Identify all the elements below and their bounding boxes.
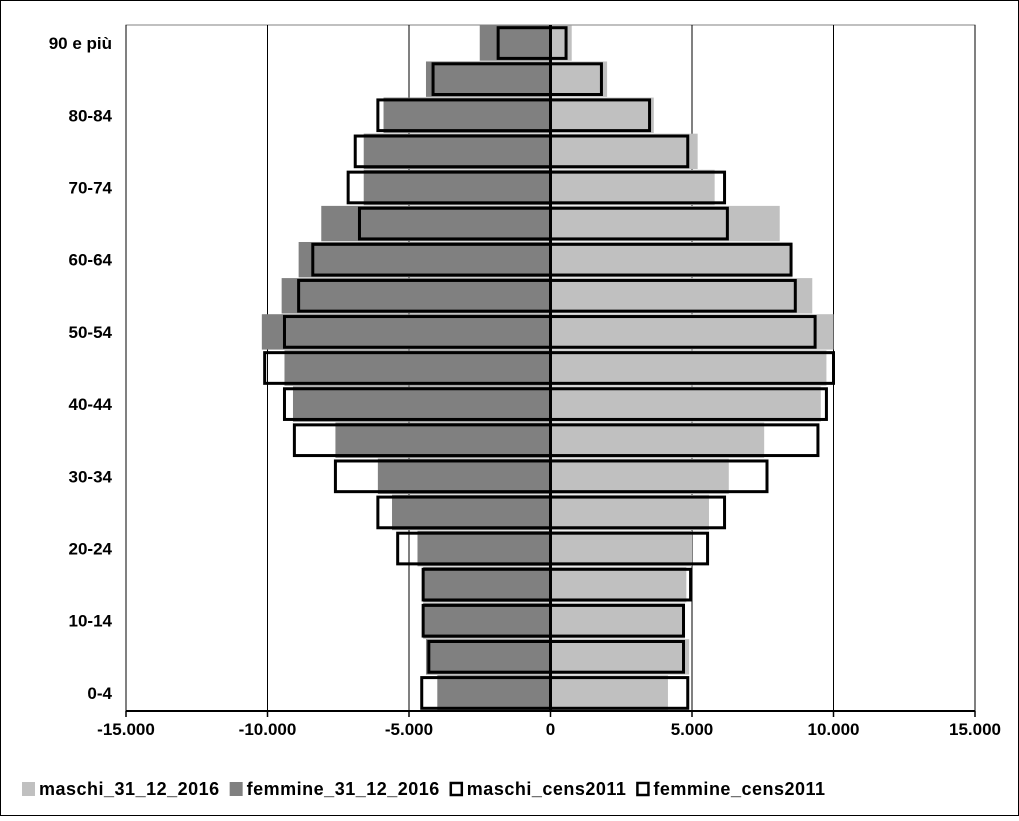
bar-femmine_31_12_2016-1 xyxy=(425,639,551,675)
y-tick-labels: 0-4 10-14 20-24 30-34 40-44 50-54 60-64 70-74 80… xyxy=(49,34,113,703)
bar-maschi_31_12_2016-2 xyxy=(550,603,685,639)
bar-maschi_31_12_2016-16 xyxy=(550,97,654,133)
x-tick-label-6: 15.000 xyxy=(949,720,1001,739)
bar-femmine_31_12_2016-6 xyxy=(377,458,551,495)
bar-maschi_31_12_2016-17 xyxy=(550,61,608,97)
y-tick-label-0: 0-4 xyxy=(87,684,112,703)
legend-label-0: maschi_31_12_2016 xyxy=(39,779,220,799)
bar-maschi_31_12_2016-9 xyxy=(550,350,827,386)
bar-femmine_31_12_2016-7 xyxy=(335,422,551,458)
filled-bars xyxy=(261,25,834,711)
bar-femmine_31_12_2016-5 xyxy=(392,494,551,531)
x-tick-label-2: -5.000 xyxy=(385,720,433,739)
x-tick-label-3: 0 xyxy=(546,720,555,739)
legend-swatch-0 xyxy=(22,782,35,796)
legend-label-2: maschi_cens2011 xyxy=(467,779,627,799)
bar-maschi_31_12_2016-10 xyxy=(550,314,834,350)
bar-femmine_31_12_2016-0 xyxy=(437,675,551,711)
bar-maschi_31_12_2016-6 xyxy=(550,458,729,495)
axes xyxy=(125,25,976,717)
bar-femmine_31_12_2016-2 xyxy=(423,603,551,639)
bar-femmine_31_12_2016-12 xyxy=(298,241,551,278)
bar-maschi_31_12_2016-8 xyxy=(550,386,821,422)
y-tick-label-2: 10-14 xyxy=(69,612,113,631)
bar-femmine_31_12_2016-16 xyxy=(383,97,551,133)
x-tick-labels: -15.000 -10.000 -5.000 0 5.000 10.000 15.000 xyxy=(97,720,1001,739)
x-tick-label-4: 5.000 xyxy=(671,720,714,739)
y-tick-label-18: 90 e più xyxy=(49,34,112,53)
y-tick-label-6: 30-34 xyxy=(69,467,113,486)
bar-femmine_31_12_2016-15 xyxy=(363,133,551,170)
bar-femmine_31_12_2016-3 xyxy=(423,566,551,603)
x-tick-label-1: -10.000 xyxy=(239,720,297,739)
y-tick-label-14: 70-74 xyxy=(69,178,113,197)
bar-maschi_31_12_2016-13 xyxy=(550,205,780,242)
legend-swatch-2 xyxy=(449,781,464,797)
bar-femmine_31_12_2016-18 xyxy=(479,25,551,61)
legend: maschi_31_12_2016 femmine_31_12_2016 masch… xyxy=(22,779,825,799)
x-tick-label-5: 10.000 xyxy=(808,720,860,739)
x-tick-label-0: -15.000 xyxy=(97,720,155,739)
bar-maschi_31_12_2016-14 xyxy=(550,169,715,206)
bar-femmine_31_12_2016-13 xyxy=(321,205,551,242)
bar-maschi_31_12_2016-3 xyxy=(550,566,687,603)
bar-femmine_31_12_2016-9 xyxy=(284,350,551,386)
bar-maschi_31_12_2016-4 xyxy=(550,530,692,567)
legend-label-3: femmine_cens2011 xyxy=(653,779,825,799)
legend-swatch-3 xyxy=(636,781,650,797)
bar-maschi_31_12_2016-5 xyxy=(550,494,709,531)
bar-femmine_31_12_2016-10 xyxy=(261,314,551,350)
bar-femmine_31_12_2016-17 xyxy=(425,61,551,97)
bar-maschi_31_12_2016-0 xyxy=(550,675,668,711)
bar-maschi_31_12_2016-18 xyxy=(550,25,572,61)
bar-maschi_31_12_2016-12 xyxy=(550,241,793,278)
bar-femmine_31_12_2016-8 xyxy=(292,386,551,422)
y-tick-label-8: 40-44 xyxy=(69,395,113,414)
bar-maschi_31_12_2016-11 xyxy=(550,278,813,314)
y-tick-label-4: 20-24 xyxy=(69,540,113,559)
bar-femmine_31_12_2016-11 xyxy=(281,278,551,314)
legend-swatch-1 xyxy=(229,782,243,796)
bar-femmine_31_12_2016-4 xyxy=(417,530,551,567)
y-tick-label-10: 50-54 xyxy=(69,323,113,342)
bar-maschi_31_12_2016-15 xyxy=(550,133,698,170)
bar-maschi_31_12_2016-7 xyxy=(550,422,765,458)
bar-femmine_31_12_2016-14 xyxy=(363,169,551,206)
y-tick-label-16: 80-84 xyxy=(69,106,113,125)
legend-label-1: femmine_31_12_2016 xyxy=(247,779,440,799)
y-tick-label-12: 60-64 xyxy=(69,251,113,270)
bar-maschi_31_12_2016-1 xyxy=(550,639,690,675)
